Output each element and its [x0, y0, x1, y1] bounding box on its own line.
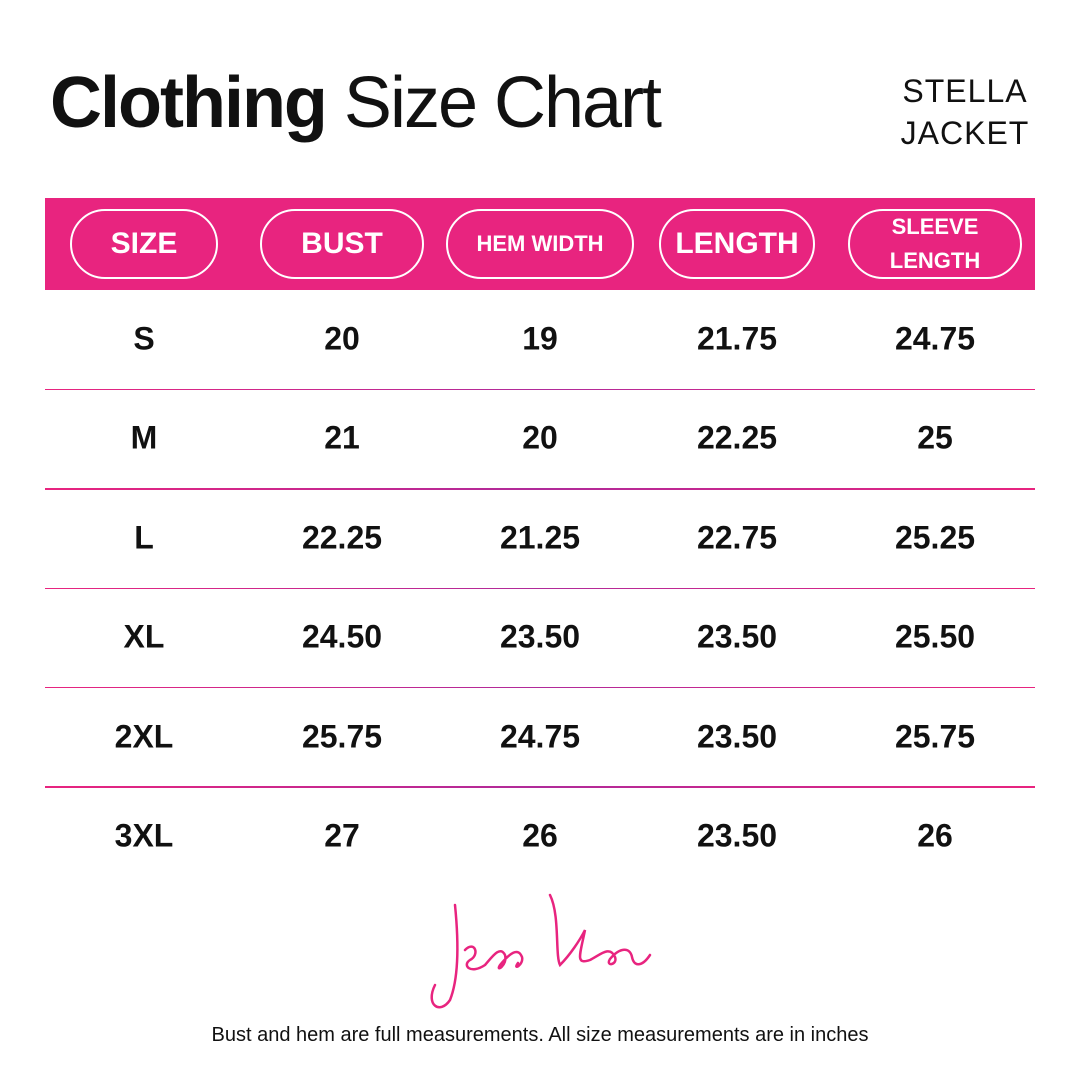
- table-cell: 23.50: [696, 618, 778, 655]
- table-cell: 27: [324, 817, 360, 854]
- table-cell: XL: [123, 618, 165, 655]
- table-cell: 20: [324, 320, 360, 357]
- table-cell: 23.50: [696, 817, 778, 854]
- table-cell: 25.50: [894, 618, 976, 655]
- logo-stroke: [430, 903, 459, 1009]
- table-cell: 23.50: [696, 718, 778, 755]
- product-name: STELLA JACKET: [900, 73, 1030, 151]
- table-cell: 26: [522, 817, 558, 854]
- logo-stroke: [463, 945, 524, 971]
- table-cell: 21: [324, 419, 360, 456]
- table-cell: 24.50: [301, 618, 383, 655]
- title-bold: Clothing: [50, 63, 328, 143]
- table-cell: 22.25: [696, 419, 778, 456]
- logo-stroke: [548, 893, 652, 968]
- row-separator: [45, 686, 1035, 689]
- footer-note: Bust and hem are full measurements. All …: [211, 1024, 869, 1046]
- table-cell: 22.25: [301, 519, 383, 556]
- column-header: SLEEVE LENGTH: [848, 209, 1022, 279]
- table-cell: 20: [522, 419, 558, 456]
- row-separator: [45, 488, 1035, 490]
- column-header: HEM WIDTH: [446, 209, 634, 279]
- table-cell: 25: [917, 419, 953, 456]
- table-cell: 25.25: [894, 519, 976, 556]
- table-cell: 24.75: [499, 718, 581, 755]
- table-cell: 23.50: [499, 618, 581, 655]
- title: Clothing Size Chart: [50, 62, 662, 144]
- table-cell: 2XL: [114, 718, 174, 755]
- table-cell: M: [130, 419, 158, 456]
- table-cell: 25.75: [894, 718, 976, 755]
- table-cell: 19: [522, 320, 558, 357]
- column-header: SIZE: [70, 209, 218, 279]
- table-cell: S: [133, 320, 155, 357]
- table-cell: 21.75: [696, 320, 778, 357]
- table-cell: 21.25: [499, 519, 581, 556]
- row-separator: [45, 786, 1035, 788]
- table-cell: 26: [917, 817, 953, 854]
- row-separator: [45, 388, 1035, 391]
- table-cell: 25.75: [301, 718, 383, 755]
- table-cell: 3XL: [114, 817, 174, 854]
- table-cell: 24.75: [894, 320, 976, 357]
- table-cell: L: [134, 519, 154, 556]
- logo: [430, 893, 652, 1009]
- column-header: BUST: [260, 209, 424, 279]
- table-cell: 22.75: [696, 519, 778, 556]
- column-header: LENGTH: [659, 209, 815, 279]
- title-regular: Size Chart: [343, 63, 662, 143]
- row-separator: [45, 587, 1035, 589]
